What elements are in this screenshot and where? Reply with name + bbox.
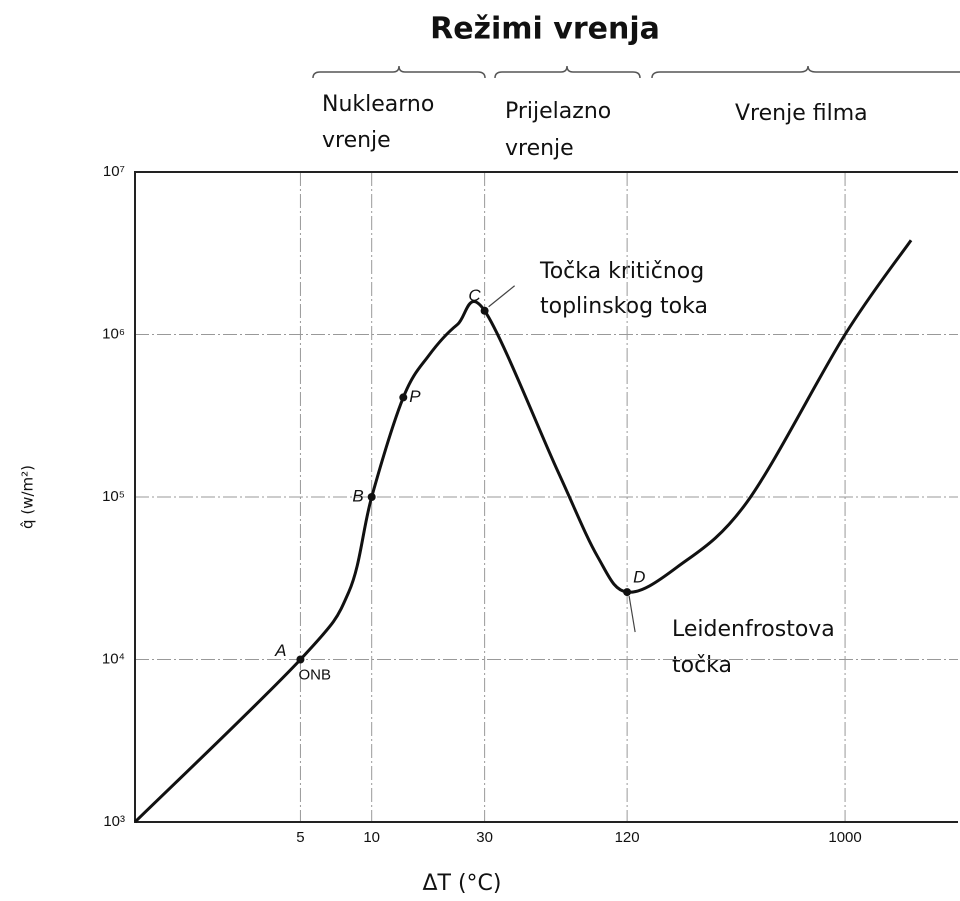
curve-point	[399, 393, 408, 402]
y-tick-label: 10⁶	[102, 325, 125, 342]
point-label: D	[633, 568, 645, 587]
region-label: Nuklearno	[322, 92, 434, 117]
y-tick-label: 10⁷	[103, 163, 125, 180]
curve-point	[480, 306, 489, 315]
curve-point	[296, 655, 305, 664]
x-tick-label: 120	[615, 829, 640, 846]
annotation: točka	[672, 653, 732, 678]
chart-title: Režimi vrenja	[430, 12, 660, 47]
curve-point	[623, 588, 632, 597]
annotation: Točka kritičnog	[539, 259, 704, 284]
region-label: vrenje	[505, 136, 574, 161]
point-label: C	[468, 286, 481, 305]
region-label: vrenje	[322, 128, 391, 153]
y-tick-label: 10⁵	[102, 488, 125, 505]
curve-point	[367, 493, 376, 501]
leader	[488, 285, 515, 308]
region-label: Vrenje filma	[735, 101, 868, 126]
point-label: P	[409, 387, 421, 406]
x-tick-label: 1000	[828, 829, 861, 846]
region-label: Prijelazno	[505, 99, 611, 124]
x-tick-label: 5	[296, 829, 304, 846]
annotation: toplinskog toka	[540, 294, 708, 319]
x-tick-label: 30	[476, 829, 493, 846]
x-tick-label: 10	[363, 829, 380, 846]
point-label: A	[274, 641, 286, 660]
y-tick-label: 10³	[103, 813, 125, 830]
plot-frame	[134, 171, 958, 823]
annotation: Leidenfrostova	[672, 617, 835, 642]
region-braces	[312, 65, 960, 79]
x-axis-label: ΔT (°C)	[422, 871, 501, 896]
y-tick-label: 10⁴	[102, 650, 125, 667]
point-label: B	[352, 486, 363, 505]
annotation: ONB	[298, 666, 331, 683]
boiling-curve	[133, 239, 913, 824]
y-axis-label: q̂ (w/m²)	[19, 465, 37, 529]
leader	[628, 595, 636, 633]
